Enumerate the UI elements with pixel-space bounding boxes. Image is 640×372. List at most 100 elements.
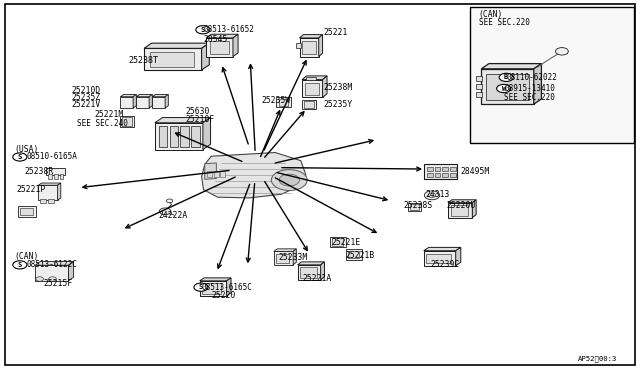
Polygon shape (58, 183, 61, 200)
Bar (207, 171, 212, 177)
Bar (346, 249, 362, 260)
Text: 25235Z: 25235Z (72, 93, 101, 102)
Text: SEE SEC.220: SEE SEC.220 (479, 18, 529, 27)
Bar (306, 77, 316, 80)
Text: AP52⁂00:3: AP52⁂00:3 (578, 355, 618, 362)
Bar (180, 126, 189, 147)
Text: 08513-61652: 08513-61652 (204, 25, 254, 34)
Polygon shape (68, 262, 74, 281)
Bar (481, 69, 534, 104)
Bar (486, 74, 529, 100)
Bar (300, 267, 317, 278)
Polygon shape (302, 76, 327, 80)
Text: 25221B: 25221B (346, 251, 375, 260)
Bar (48, 174, 52, 179)
Polygon shape (149, 94, 152, 108)
Circle shape (166, 199, 173, 203)
Bar (18, 206, 36, 217)
Circle shape (279, 174, 300, 186)
Polygon shape (424, 247, 461, 251)
Bar (427, 173, 433, 177)
Bar (214, 171, 219, 177)
Bar (122, 117, 132, 126)
Polygon shape (152, 94, 168, 97)
Bar (304, 101, 314, 108)
Text: 25233M: 25233M (278, 253, 308, 262)
Bar (435, 167, 440, 171)
Circle shape (271, 170, 307, 190)
Text: S: S (18, 262, 22, 268)
Text: 25220: 25220 (211, 291, 236, 300)
Text: S: S (18, 154, 22, 160)
Polygon shape (120, 94, 136, 97)
Polygon shape (323, 76, 327, 97)
Bar (451, 205, 468, 216)
Bar (46, 168, 65, 175)
Circle shape (499, 73, 513, 81)
Bar (410, 204, 419, 210)
Polygon shape (200, 278, 231, 281)
Bar (152, 97, 165, 108)
Bar (155, 123, 203, 150)
Text: SEE SEC.220: SEE SEC.220 (504, 93, 555, 102)
Polygon shape (481, 64, 541, 69)
Bar (54, 174, 58, 179)
Circle shape (424, 191, 440, 200)
Polygon shape (206, 34, 238, 38)
Bar (276, 97, 291, 107)
Bar (48, 199, 54, 203)
Text: 28495M: 28495M (461, 167, 490, 176)
Polygon shape (165, 94, 168, 108)
Text: W: W (502, 86, 506, 92)
Bar (450, 167, 456, 171)
Text: 24313: 24313 (426, 190, 450, 199)
Bar (20, 208, 33, 215)
Polygon shape (321, 262, 324, 280)
Polygon shape (233, 34, 238, 57)
Polygon shape (144, 43, 209, 48)
Text: 25221E: 25221E (332, 238, 361, 247)
Text: 25221M: 25221M (95, 110, 124, 119)
Bar (476, 76, 482, 81)
Bar (200, 281, 227, 296)
Bar (120, 116, 134, 127)
Circle shape (159, 208, 171, 215)
Bar (191, 126, 200, 147)
Bar (206, 38, 233, 57)
Text: 25239C: 25239C (430, 260, 460, 269)
Polygon shape (136, 94, 152, 97)
Circle shape (36, 277, 44, 281)
Circle shape (13, 261, 27, 269)
Bar (40, 199, 46, 203)
Polygon shape (274, 249, 296, 251)
Polygon shape (205, 163, 216, 179)
Text: 25210F: 25210F (186, 115, 215, 124)
Bar (35, 265, 68, 281)
Text: 25221A: 25221A (302, 274, 332, 283)
Bar (424, 251, 456, 266)
Text: S: S (199, 284, 203, 290)
Bar (170, 126, 178, 147)
Text: S: S (201, 27, 205, 33)
Bar (274, 251, 293, 265)
Text: B: B (504, 74, 508, 80)
Bar (300, 38, 319, 57)
Bar (298, 265, 321, 280)
Text: 25630: 25630 (186, 107, 210, 116)
Bar (424, 164, 457, 179)
Bar (144, 48, 202, 70)
Bar (150, 52, 194, 67)
Circle shape (13, 153, 27, 161)
Text: (CAN): (CAN) (14, 252, 38, 261)
Circle shape (556, 48, 568, 55)
Bar (476, 92, 482, 97)
Polygon shape (448, 200, 476, 203)
Bar (220, 171, 225, 177)
Bar (435, 173, 440, 177)
Polygon shape (202, 43, 209, 70)
Bar (302, 41, 316, 54)
Bar (448, 203, 472, 218)
Bar (348, 251, 359, 258)
Polygon shape (227, 278, 231, 296)
Circle shape (428, 193, 436, 198)
